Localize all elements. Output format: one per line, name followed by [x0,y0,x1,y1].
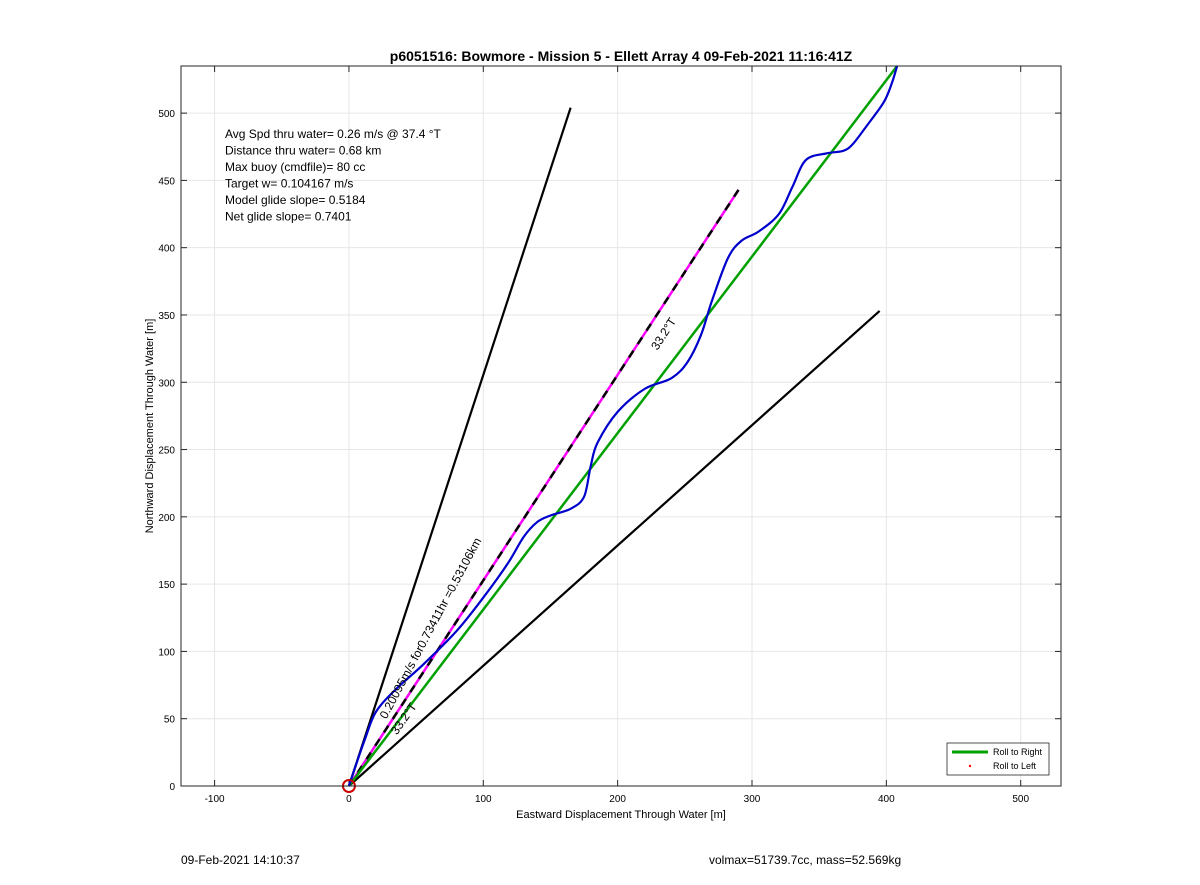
legend: Roll to Right Roll to Left [946,742,1050,776]
info-line: Net glide slope= 0.7401 [225,210,352,224]
target-dashed-line-dashes [347,189,740,787]
info-text-block: Avg Spd thru water= 0.26 m/s @ 37.4 °T Di… [225,127,442,224]
footer-volmax-mass: volmax=51739.7cc, mass=52.569kg [709,853,902,867]
info-line: Distance thru water= 0.68 km [225,144,381,158]
legend-label-roll-left: Roll to Left [993,761,1037,771]
info-line: Model glide slope= 0.5184 [225,193,366,207]
info-line: Max buoy (cmdfile)= 80 cc [225,160,365,174]
reference-lines [347,107,881,787]
x-tick-label: 100 [475,794,492,805]
x-axis-label: Eastward Displacement Through Water [m] [516,809,726,821]
y-tick-label: 450 [158,176,175,187]
legend-box [946,742,1050,776]
y-tick-label: 350 [158,311,175,322]
y-tick-label: 0 [169,782,175,793]
glider-track-line [347,65,899,787]
y-tick-label: 500 [158,109,175,120]
y-tick-label: 150 [158,580,175,591]
y-tick-label: 50 [164,715,176,726]
y-axis-label: Northward Displacement Through Water [m] [144,319,156,534]
axes: -100 0 100 200 300 400 500 0 50 100 150 200 250 300 35… [158,66,1061,805]
footer-timestamp: 09-Feb-2021 14:10:37 [181,853,300,867]
roll-right-line [347,65,899,787]
info-line: Avg Spd thru water= 0.26 m/s @ 37.4 °T [225,127,442,141]
legend-label-roll-right: Roll to Right [993,747,1043,757]
plot-frame [180,65,1062,787]
y-tick-label: 200 [158,513,175,524]
y-tick-label: 300 [158,378,175,389]
cone-right-line [348,310,881,787]
x-tick-label: -100 [205,794,225,805]
chart-title: p6051516: Bowmore - Mission 5 - Ellett A… [390,48,853,64]
grid [181,66,1061,787]
y-tick-label: 100 [158,647,175,658]
plot-background [181,66,1061,786]
info-line: Target w= 0.104167 m/s [225,177,353,191]
y-tick-label: 400 [158,244,175,255]
x-tick-label: 0 [346,794,352,805]
x-tick-label: 300 [744,794,761,805]
cone-left-line [347,107,572,787]
legend-swatch-roll-left [968,764,972,768]
x-tick-label: 200 [609,794,626,805]
x-tick-label: 400 [878,794,895,805]
x-tick-label: 500 [1012,794,1029,805]
y-tick-label: 250 [158,446,175,457]
